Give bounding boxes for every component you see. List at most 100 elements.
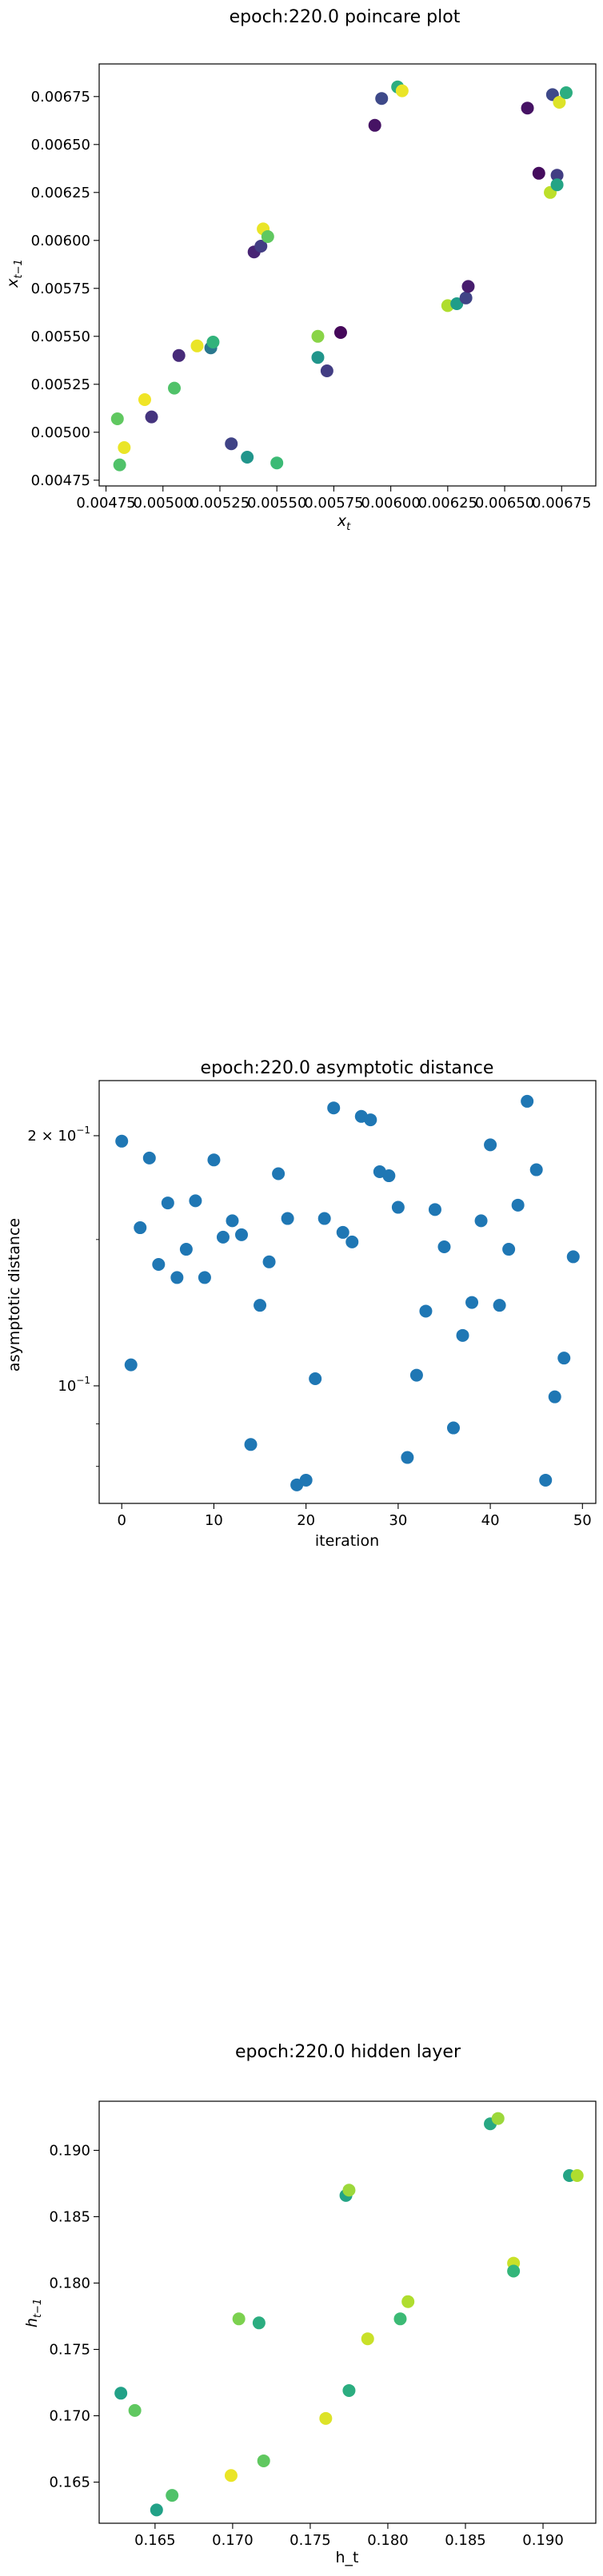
data-point — [364, 1113, 377, 1127]
data-point — [395, 84, 409, 98]
data-point — [521, 1094, 534, 1108]
data-point — [257, 2454, 270, 2467]
scatter-points — [115, 1094, 580, 1491]
y-tick-label: 0.00525 — [31, 376, 90, 393]
hidden-layer-chart: epoch:220.0 hidden layer 0.165 0.170 0.175… — [23, 2042, 597, 2566]
data-point — [437, 1240, 451, 1253]
data-point — [166, 2489, 179, 2502]
x-tick-label: 0.00525 — [190, 495, 250, 512]
y-tick-label: 0.00600 — [31, 233, 90, 249]
y-tick-label-base: 2 × 10 — [27, 1128, 76, 1145]
y-tick-label: 0.00500 — [31, 424, 90, 441]
data-point — [244, 1438, 258, 1451]
scatter-points — [114, 2112, 584, 2517]
chart-title: epoch:220.0 hidden layer — [235, 2042, 461, 2062]
x-axis-ticks: 0 10 20 30 40 50 — [118, 1503, 592, 1529]
data-point — [190, 339, 204, 352]
data-point — [461, 280, 475, 293]
x-axis-ticks: 0.165 0.170 0.175 0.180 0.185 0.190 — [134, 2523, 564, 2549]
x-tick-label: 0.00675 — [532, 495, 591, 512]
x-tick-label: 0.165 — [134, 2532, 176, 2549]
data-point — [113, 458, 126, 472]
data-point — [345, 1235, 359, 1248]
x-tick-label: 20 — [297, 1512, 315, 1529]
data-point — [409, 1368, 423, 1382]
x-tick-label: 0.00625 — [418, 495, 477, 512]
y-tick-label: 10−1 — [58, 1375, 90, 1395]
data-point — [272, 1167, 286, 1181]
data-point — [502, 1243, 516, 1256]
x-tick-label: 40 — [481, 1512, 500, 1529]
y-axis-ticks: 0.00475 0.00500 0.00525 0.00550 0.00575 0.006… — [31, 89, 99, 489]
data-point — [270, 456, 284, 470]
x-axis-label-main: x — [337, 512, 347, 530]
data-point — [484, 1138, 497, 1152]
data-point — [559, 86, 573, 99]
y-axis-label-main: x — [4, 278, 22, 289]
asymptotic-distance-chart: epoch:220.0 asymptotic distance 0 10 20 30 4… — [6, 1058, 597, 1550]
data-point — [254, 1299, 267, 1312]
data-point — [235, 1228, 249, 1241]
y-tick-label: 0.180 — [49, 2275, 90, 2291]
data-point — [134, 1221, 147, 1235]
y-axis-label: xt−1 — [4, 259, 25, 289]
data-point — [216, 1230, 230, 1244]
y-tick-label: 0.185 — [49, 2208, 90, 2225]
data-point — [320, 364, 333, 377]
plot-frame — [98, 63, 597, 487]
x-tick-label: 0.00600 — [361, 495, 420, 512]
data-point — [401, 1451, 414, 1464]
data-point — [262, 1255, 276, 1268]
data-point — [566, 1250, 580, 1264]
data-point — [456, 1328, 469, 1342]
y-tick-label: 2 × 10−1 — [27, 1125, 90, 1145]
data-point — [548, 1390, 561, 1403]
data-point — [532, 166, 545, 180]
data-point — [342, 2383, 356, 2397]
x-axis-label: xt — [337, 512, 351, 533]
data-point — [311, 329, 325, 343]
data-point — [207, 1153, 221, 1167]
data-point — [317, 1212, 331, 1225]
y-tick-label-base: 10 — [58, 1378, 76, 1395]
data-point — [115, 1134, 129, 1148]
data-point — [450, 297, 464, 310]
data-point — [550, 178, 564, 192]
chart-title: epoch:220.0 poincare plot — [230, 7, 461, 27]
y-tick-label: 0.190 — [49, 2142, 90, 2159]
data-point — [142, 1151, 156, 1165]
y-axis-label-sub: t−1 — [32, 2299, 44, 2318]
y-tick-label: 0.175 — [49, 2341, 90, 2358]
data-point — [382, 1169, 396, 1183]
x-tick-label: 0.180 — [367, 2532, 409, 2549]
data-point — [553, 96, 566, 109]
data-point — [570, 2168, 584, 2182]
data-point — [529, 1163, 543, 1177]
x-tick-label: 0.00550 — [247, 495, 306, 512]
data-point — [361, 2332, 374, 2346]
data-point — [333, 326, 347, 339]
data-point — [145, 410, 158, 424]
data-point — [311, 351, 325, 364]
x-tick-label: 0.170 — [212, 2532, 254, 2549]
data-point — [401, 2295, 415, 2308]
x-tick-label: 50 — [573, 1512, 592, 1529]
y-tick-label-exponent: −1 — [76, 1125, 90, 1136]
x-tick-label: 30 — [389, 1512, 407, 1529]
x-tick-label: 0.00575 — [304, 495, 363, 512]
data-point — [459, 291, 473, 305]
x-tick-label: 0.185 — [445, 2532, 486, 2549]
data-point — [368, 118, 381, 132]
data-point — [391, 1200, 405, 1214]
data-point — [254, 240, 268, 253]
data-point — [550, 169, 564, 182]
x-tick-label: 0.00650 — [475, 495, 534, 512]
data-point — [161, 1196, 174, 1210]
x-tick-label: 10 — [205, 1512, 223, 1529]
data-point — [491, 2112, 505, 2125]
data-point — [446, 1421, 460, 1435]
data-point — [118, 441, 131, 454]
data-point — [150, 2503, 163, 2517]
y-axis-ticks: 0.165 0.170 0.175 0.180 0.185 0.190 — [49, 2142, 99, 2491]
data-point — [511, 1198, 525, 1212]
